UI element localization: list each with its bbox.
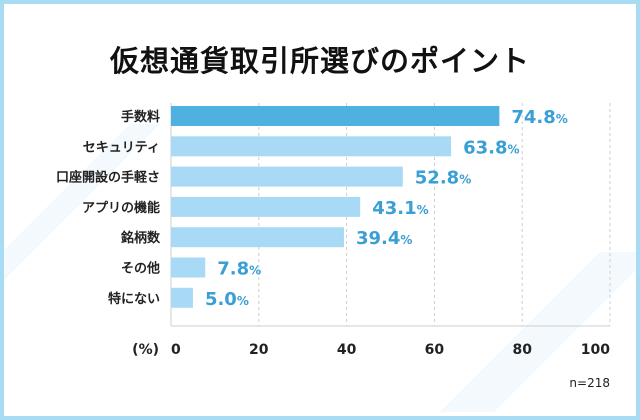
x-tick-label: 100 — [581, 342, 610, 358]
value-unit: % — [508, 142, 520, 156]
x-tick-label: 20 — [249, 342, 269, 358]
category-label: 口座開設の手軽さ — [56, 170, 160, 186]
value-number: 39.4 — [356, 228, 400, 249]
background-decoration — [4, 124, 160, 280]
bar — [171, 287, 193, 308]
bar — [171, 196, 361, 217]
bar — [171, 166, 403, 187]
background-decoration — [440, 252, 636, 412]
value-number: 43.1 — [372, 198, 416, 219]
bar — [171, 257, 206, 278]
category-label: 銘柄数 — [121, 230, 161, 246]
value-unit: % — [556, 112, 568, 126]
value-label: 74.8% — [511, 107, 567, 128]
category-label: 手数料 — [121, 109, 160, 125]
value-unit: % — [249, 264, 261, 278]
value-number: 7.8 — [217, 259, 249, 280]
value-label: 5.0% — [205, 289, 249, 310]
value-unit: % — [400, 233, 412, 247]
x-tick-label: 40 — [337, 342, 357, 358]
value-number: 5.0 — [205, 289, 237, 310]
value-number: 52.8 — [415, 168, 459, 189]
sample-size-note: n=218 — [569, 376, 610, 390]
value-unit: % — [459, 173, 471, 187]
value-label: 7.8% — [217, 259, 261, 280]
value-label: 63.8% — [463, 137, 519, 158]
value-number: 74.8 — [511, 107, 555, 128]
value-unit: % — [417, 203, 429, 217]
category-label: 特にない — [108, 291, 160, 307]
value-label: 39.4% — [356, 228, 412, 249]
value-label: 43.1% — [372, 198, 428, 219]
x-axis-label: (%) — [132, 342, 159, 358]
value-unit: % — [237, 294, 249, 308]
value-label: 52.8% — [415, 168, 471, 189]
bar — [171, 136, 452, 157]
x-tick-label: 0 — [171, 342, 181, 358]
category-label: アプリの機能 — [82, 200, 160, 216]
chart-title: 仮想通貨取引所選びのポイント — [109, 44, 530, 78]
category-label: その他 — [121, 261, 160, 277]
x-tick-label: 60 — [425, 342, 445, 358]
category-label: セキュリティ — [83, 140, 160, 155]
bar — [171, 106, 500, 126]
value-number: 63.8 — [463, 137, 507, 158]
bar — [171, 227, 344, 248]
x-tick-label: 80 — [512, 342, 532, 358]
